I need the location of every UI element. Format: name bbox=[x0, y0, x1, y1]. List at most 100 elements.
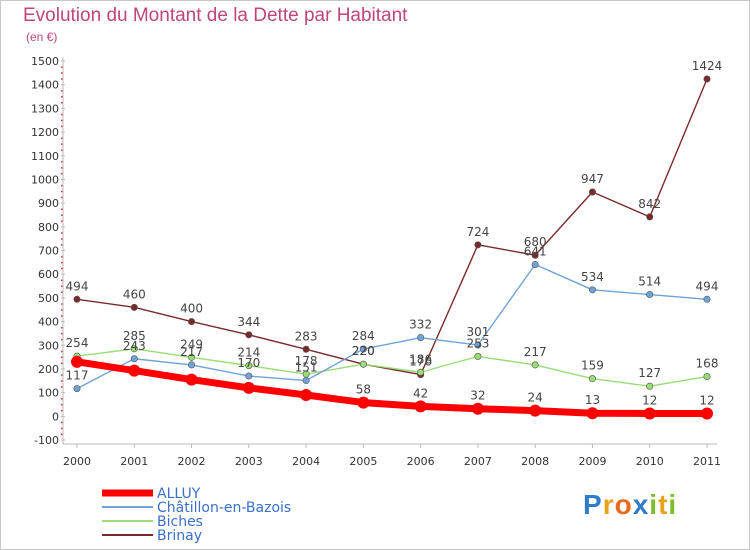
data-point bbox=[188, 361, 196, 369]
y-minor-tick bbox=[61, 161, 63, 163]
y-minor-tick bbox=[61, 137, 63, 139]
data-label: 494 bbox=[66, 279, 89, 293]
data-label: 178 bbox=[295, 354, 318, 368]
data-label: 249 bbox=[180, 337, 203, 351]
data-point bbox=[701, 407, 713, 420]
data-point bbox=[529, 404, 542, 417]
data-label: 186 bbox=[409, 352, 432, 366]
y-minor-tick bbox=[61, 96, 63, 98]
data-label: 285 bbox=[123, 329, 146, 343]
y-minor-tick bbox=[61, 291, 63, 293]
legend-label: Brinay bbox=[157, 528, 202, 544]
data-point bbox=[417, 334, 425, 342]
data-label: 32 bbox=[470, 389, 485, 403]
data-label: 514 bbox=[638, 275, 661, 289]
y-minor-tick bbox=[61, 173, 63, 175]
data-label: 13 bbox=[585, 393, 600, 407]
y-minor-tick bbox=[61, 220, 63, 222]
data-label: 127 bbox=[638, 366, 661, 380]
data-point bbox=[586, 407, 599, 420]
y-minor-tick bbox=[61, 196, 63, 199]
logo-letter: i bbox=[649, 489, 659, 520]
x-tick-label: 2002 bbox=[178, 455, 206, 468]
data-point bbox=[302, 377, 310, 385]
y-minor-tick bbox=[61, 326, 63, 329]
y-minor-tick bbox=[61, 90, 63, 92]
y-tick-label: 500 bbox=[38, 292, 59, 305]
chart-title: Evolution du Montant de la Dette par Hab… bbox=[23, 5, 408, 26]
data-point bbox=[128, 364, 141, 377]
y-minor-tick bbox=[61, 244, 63, 246]
data-label: 534 bbox=[581, 270, 604, 284]
y-minor-tick bbox=[61, 119, 63, 122]
x-tick-label: 2009 bbox=[578, 455, 606, 468]
y-minor-tick bbox=[61, 101, 63, 104]
logo-letter: i bbox=[668, 489, 678, 520]
y-minor-tick bbox=[61, 386, 63, 388]
data-point bbox=[414, 400, 427, 413]
logo-letter: t bbox=[658, 489, 669, 520]
x-tick-label: 2000 bbox=[63, 455, 91, 468]
data-label: 332 bbox=[409, 318, 432, 332]
data-point bbox=[474, 241, 482, 249]
data-point bbox=[130, 345, 138, 353]
data-label: 220 bbox=[352, 344, 375, 358]
series-line-0 bbox=[73, 358, 711, 417]
y-minor-tick bbox=[61, 255, 63, 258]
data-label: 641 bbox=[524, 244, 547, 258]
data-point bbox=[357, 396, 370, 409]
data-point bbox=[474, 341, 482, 349]
y-tick-label: 700 bbox=[38, 245, 59, 258]
data-point bbox=[703, 373, 711, 381]
series-line-1 bbox=[76, 263, 708, 390]
y-tick-label: 900 bbox=[38, 197, 59, 210]
data-label: 24 bbox=[528, 391, 543, 405]
y-minor-tick bbox=[61, 303, 63, 305]
y-minor-tick bbox=[61, 238, 63, 240]
y-tick-label: 1200 bbox=[31, 126, 59, 139]
data-label: 170 bbox=[237, 356, 260, 370]
y-minor-tick bbox=[61, 214, 63, 216]
y-minor-tick bbox=[61, 149, 63, 151]
data-point bbox=[188, 318, 196, 326]
data-label: 217 bbox=[180, 345, 203, 359]
data-label: 344 bbox=[237, 315, 260, 329]
data-point bbox=[646, 213, 654, 221]
data-label: 301 bbox=[466, 325, 489, 339]
legend-label: ALLUY bbox=[157, 486, 201, 502]
data-point bbox=[130, 303, 138, 311]
logo-letter: P bbox=[583, 489, 603, 520]
y-tick-label: 1000 bbox=[31, 173, 59, 186]
y-minor-tick bbox=[61, 167, 63, 169]
data-label: 42 bbox=[413, 386, 428, 400]
y-tick-label: 800 bbox=[38, 221, 59, 234]
data-label: 117 bbox=[66, 369, 89, 383]
data-point bbox=[703, 75, 711, 83]
data-label: 151 bbox=[295, 361, 318, 375]
x-tick-label: 2008 bbox=[521, 455, 549, 468]
y-minor-tick bbox=[61, 261, 63, 264]
y-tick-label: 1300 bbox=[31, 102, 59, 115]
x-tick-label: 2004 bbox=[292, 455, 320, 468]
y-minor-tick bbox=[61, 380, 63, 382]
x-tick-label: 2011 bbox=[693, 455, 721, 468]
data-point bbox=[71, 355, 83, 368]
data-label: 217 bbox=[524, 345, 547, 359]
data-label: 220 bbox=[352, 344, 375, 358]
y-minor-tick bbox=[61, 309, 63, 311]
logo-letter: r bbox=[602, 489, 615, 520]
data-label: 243 bbox=[123, 339, 146, 353]
y-tick-label: 1400 bbox=[31, 79, 59, 92]
y-minor-tick bbox=[61, 285, 63, 288]
y-minor-tick bbox=[61, 78, 63, 80]
y-tick-label: -100 bbox=[34, 434, 59, 447]
data-label: 176 bbox=[409, 355, 432, 369]
y-tick-label: 400 bbox=[38, 316, 59, 329]
data-point bbox=[245, 362, 253, 370]
y-tick-label: 1100 bbox=[31, 150, 59, 163]
y-minor-tick bbox=[61, 267, 63, 270]
y-minor-tick bbox=[61, 208, 63, 211]
data-point bbox=[242, 381, 255, 394]
x-tick-label: 2006 bbox=[407, 455, 435, 468]
